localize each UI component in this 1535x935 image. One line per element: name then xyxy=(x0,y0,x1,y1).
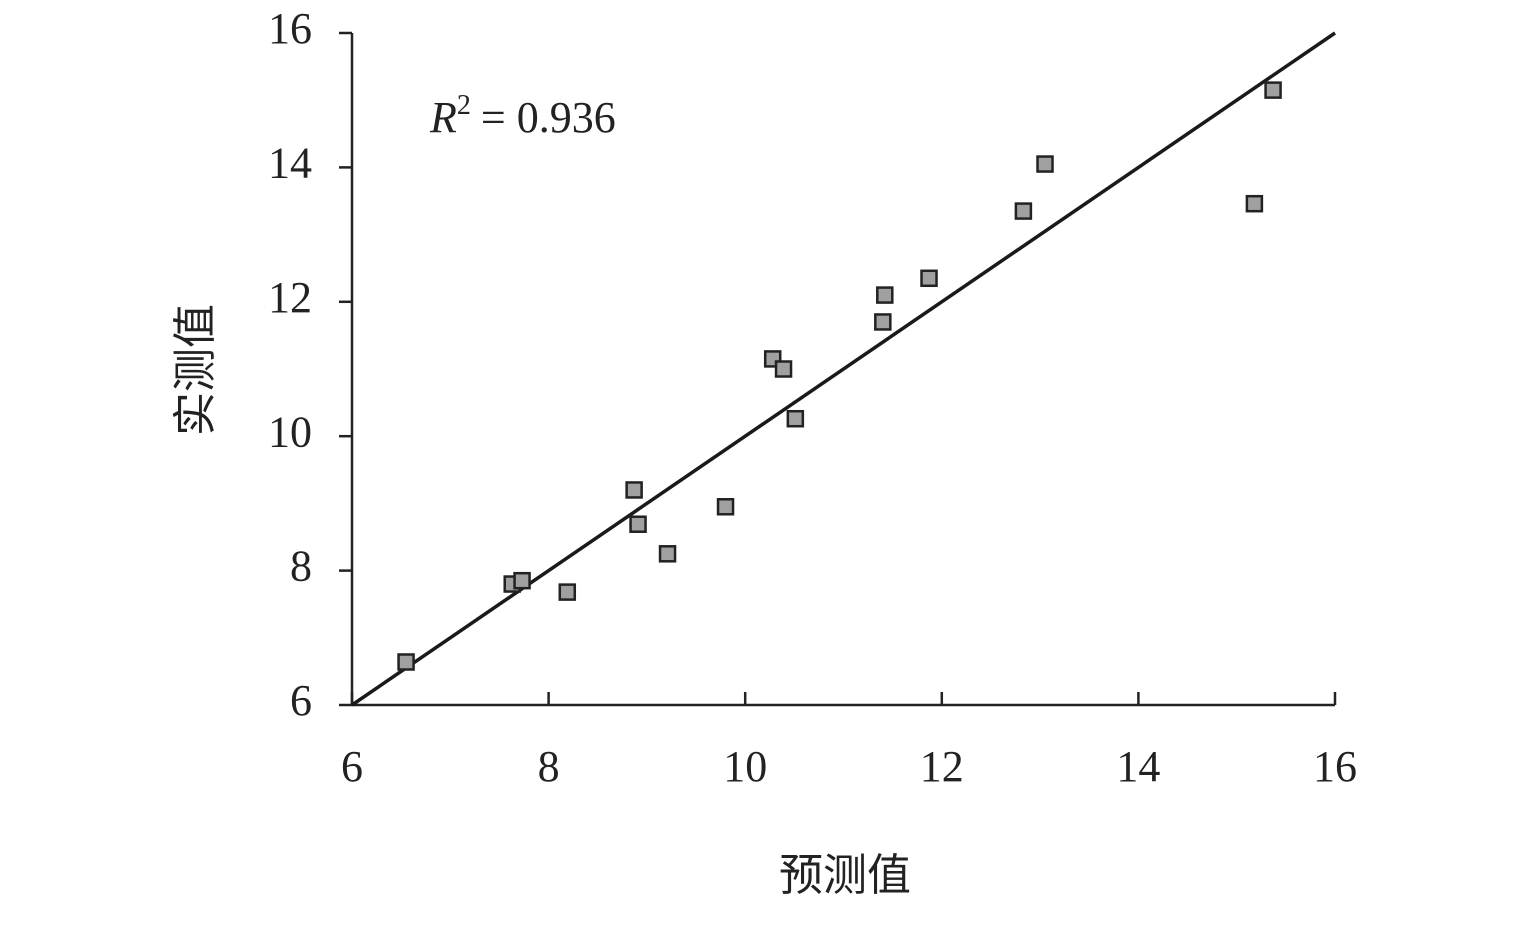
y-tick-label: 8 xyxy=(290,542,312,591)
x-tick-label: 8 xyxy=(538,742,560,791)
point xyxy=(558,583,577,601)
x-tick-label: 16 xyxy=(1313,742,1357,791)
point xyxy=(1264,81,1282,99)
annotation-variable: R xyxy=(429,93,457,142)
y-axis-label: 实测值 xyxy=(171,304,220,436)
x-tick-label: 10 xyxy=(723,742,767,791)
point xyxy=(774,360,793,378)
x-tick-label: 12 xyxy=(920,742,964,791)
x-tick-label: 6 xyxy=(341,742,363,791)
point xyxy=(874,313,892,331)
y-tick-label: 10 xyxy=(268,407,312,456)
point xyxy=(920,269,938,288)
annotation-text: = 0.936 xyxy=(481,93,616,142)
fit-line xyxy=(351,31,1336,707)
point xyxy=(397,653,415,671)
point xyxy=(1245,194,1264,213)
point xyxy=(716,498,735,516)
y-tick-label: 16 xyxy=(268,4,312,53)
x-axis-label: 预测值 xyxy=(779,851,911,900)
point xyxy=(786,409,805,428)
x-tick-label: 14 xyxy=(1116,742,1160,791)
point xyxy=(629,515,647,533)
y-tick-label: 12 xyxy=(268,273,312,322)
point xyxy=(658,545,677,563)
point xyxy=(513,571,531,590)
annotation-exponent: 2 xyxy=(457,90,471,121)
point xyxy=(1014,202,1033,220)
point xyxy=(876,286,894,304)
y-tick-label: 14 xyxy=(268,138,312,187)
point xyxy=(625,481,643,499)
annotation: R2 = 0.936 xyxy=(429,90,616,142)
y-tick-label: 6 xyxy=(290,676,312,725)
point xyxy=(1036,155,1054,173)
